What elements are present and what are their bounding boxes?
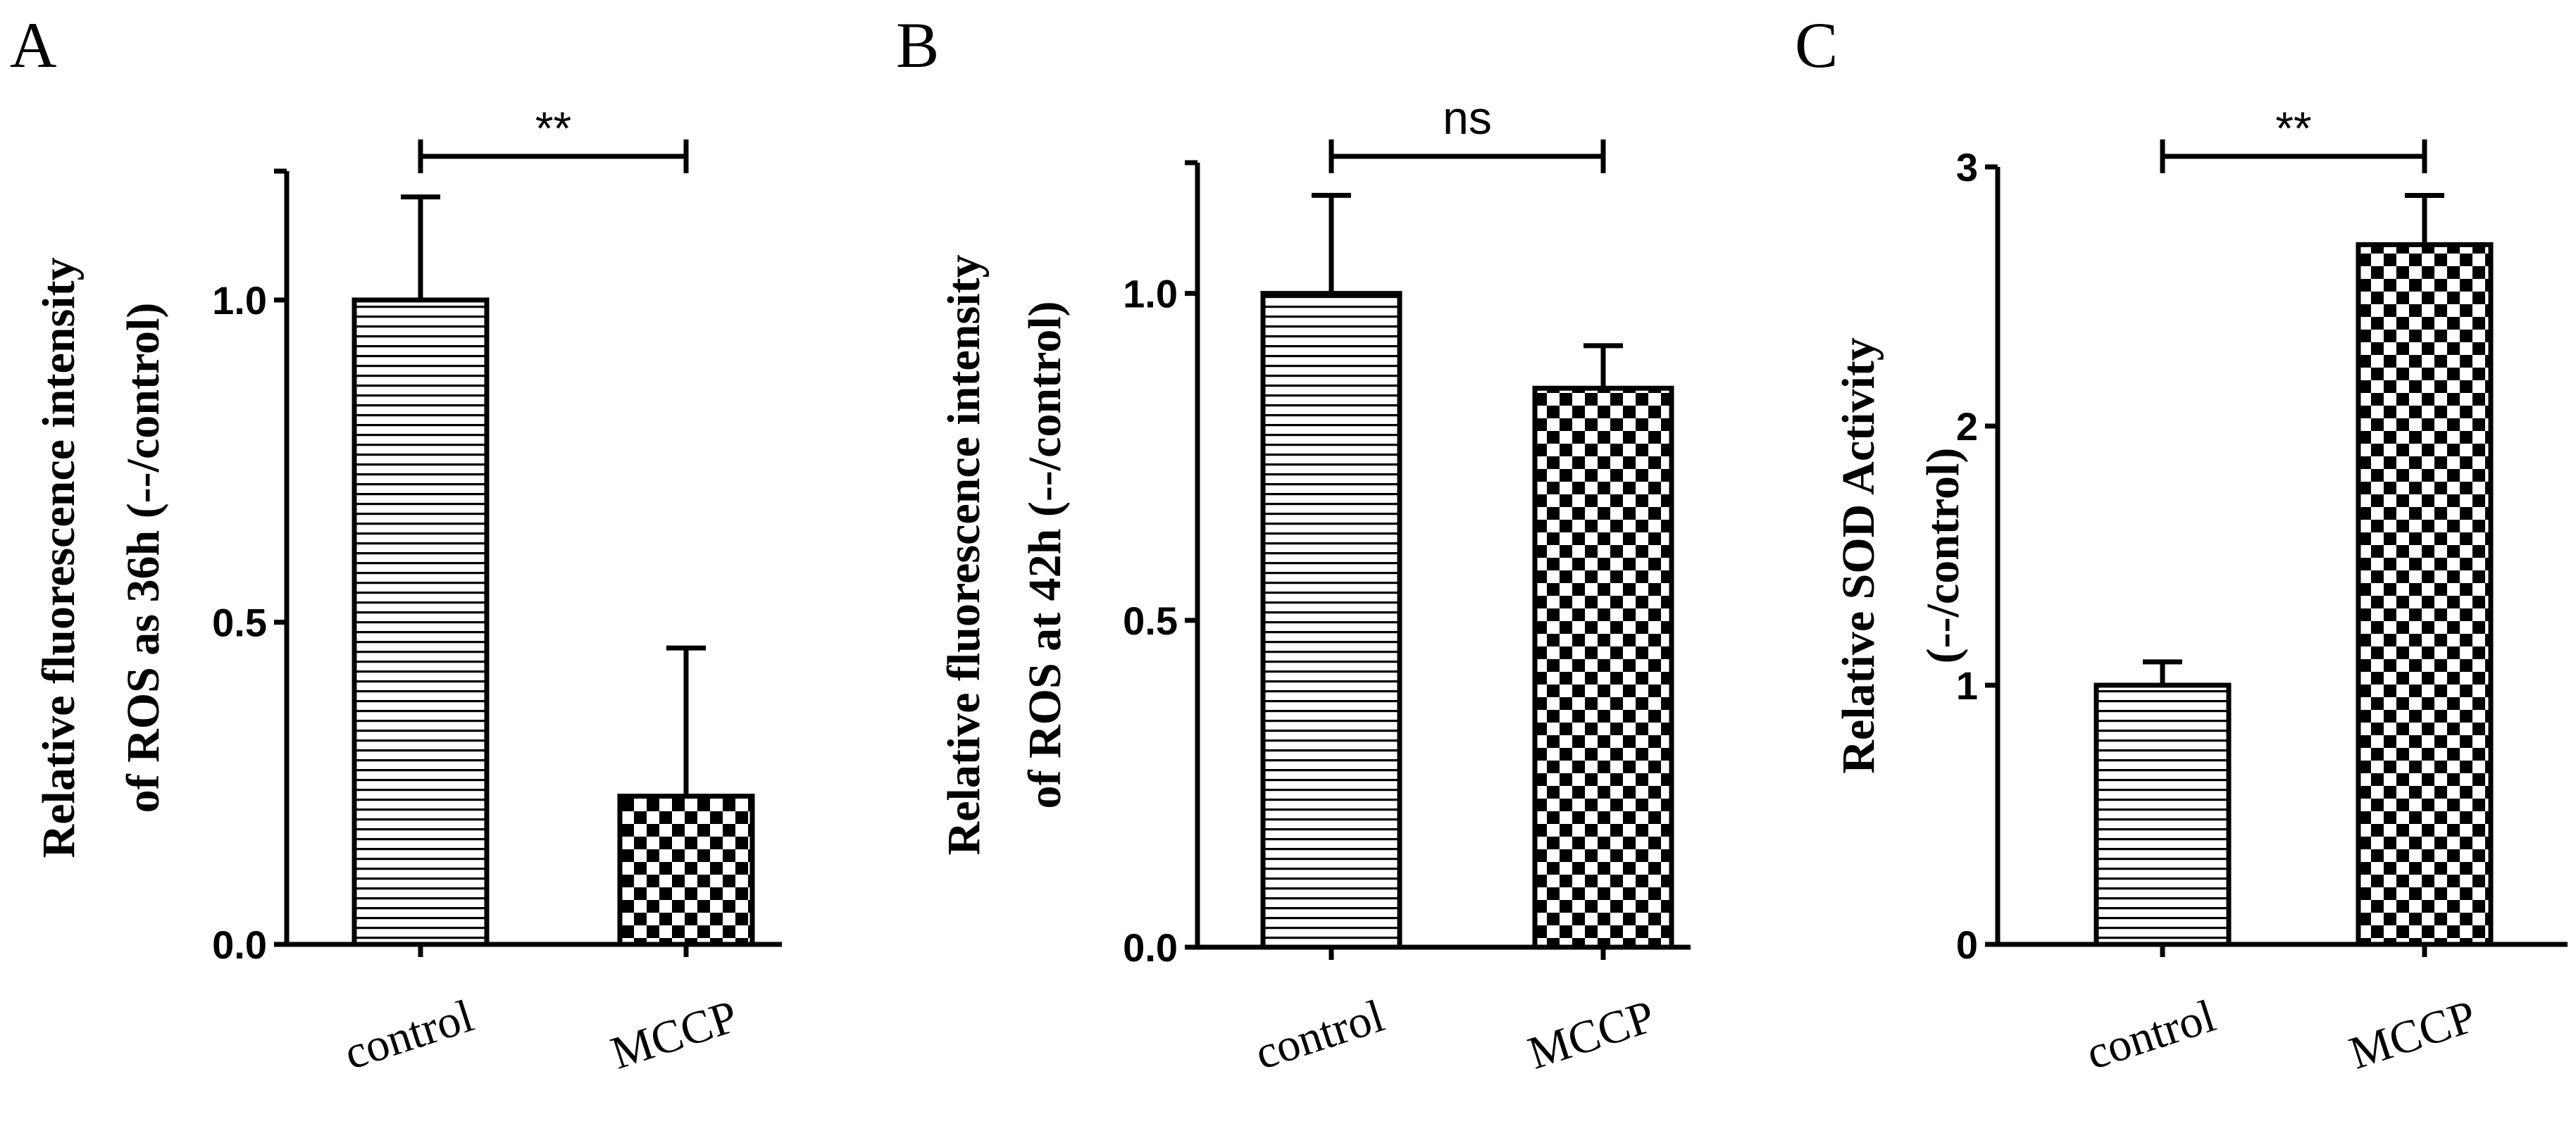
y-axis-label-line: Relative fluorescence intensity — [33, 258, 85, 858]
panel-b: B Relative fluorescence intensity of ROS a… — [896, 9, 1691, 1080]
significance-label: ** — [2275, 102, 2311, 154]
y-tick-label: 1.0 — [1123, 272, 1178, 316]
y-tick-label: 1 — [1956, 663, 1978, 708]
significance-label: ** — [535, 102, 571, 154]
category-label: MCCP — [2344, 990, 2482, 1079]
panel-c: C Relative SOD Activity (--/control) contro… — [1795, 9, 2568, 1080]
category-label: control — [2080, 990, 2221, 1080]
category-label: control — [1249, 990, 1390, 1080]
bar-control — [1260, 291, 1402, 950]
y-axis-label-line: of ROS at 42h (--/control) — [1019, 301, 1071, 808]
y-tick-label: 0 — [1956, 923, 1978, 967]
y-tick-label: 0.5 — [1123, 599, 1178, 643]
category-label: MCCP — [1522, 990, 1661, 1079]
bar-control — [2093, 682, 2232, 947]
bar-mccp — [1532, 385, 1674, 950]
bar-mccp — [617, 794, 755, 947]
bar-mccp — [2356, 242, 2494, 947]
y-axis-label-line: Relative SOD Activity — [1833, 337, 1884, 774]
y-tick-label: 0.0 — [212, 923, 267, 967]
y-tick-label: 1.0 — [212, 278, 267, 323]
y-tick-label: 3 — [1956, 145, 1978, 189]
y-tick-label: 0.5 — [212, 601, 267, 645]
significance-label: ns — [1443, 92, 1492, 144]
panel-letter: B — [896, 9, 939, 81]
category-label: MCCP — [605, 990, 744, 1079]
y-tick-label: 0.0 — [1123, 925, 1178, 970]
category-label: control — [338, 990, 479, 1080]
panel-letter: C — [1795, 9, 1838, 81]
y-axis-label-line: (--/control) — [1917, 448, 1969, 664]
y-axis-label-line: Relative fluorescence intensity — [938, 255, 990, 856]
panel-a: A Relative fluorescence intensity of ROS a… — [10, 9, 782, 1080]
panel-letter: A — [10, 9, 56, 81]
bar-control — [351, 297, 490, 947]
y-axis-label-line: of ROS as 36h (--/control) — [118, 303, 169, 813]
y-tick-label: 2 — [1956, 404, 1978, 449]
